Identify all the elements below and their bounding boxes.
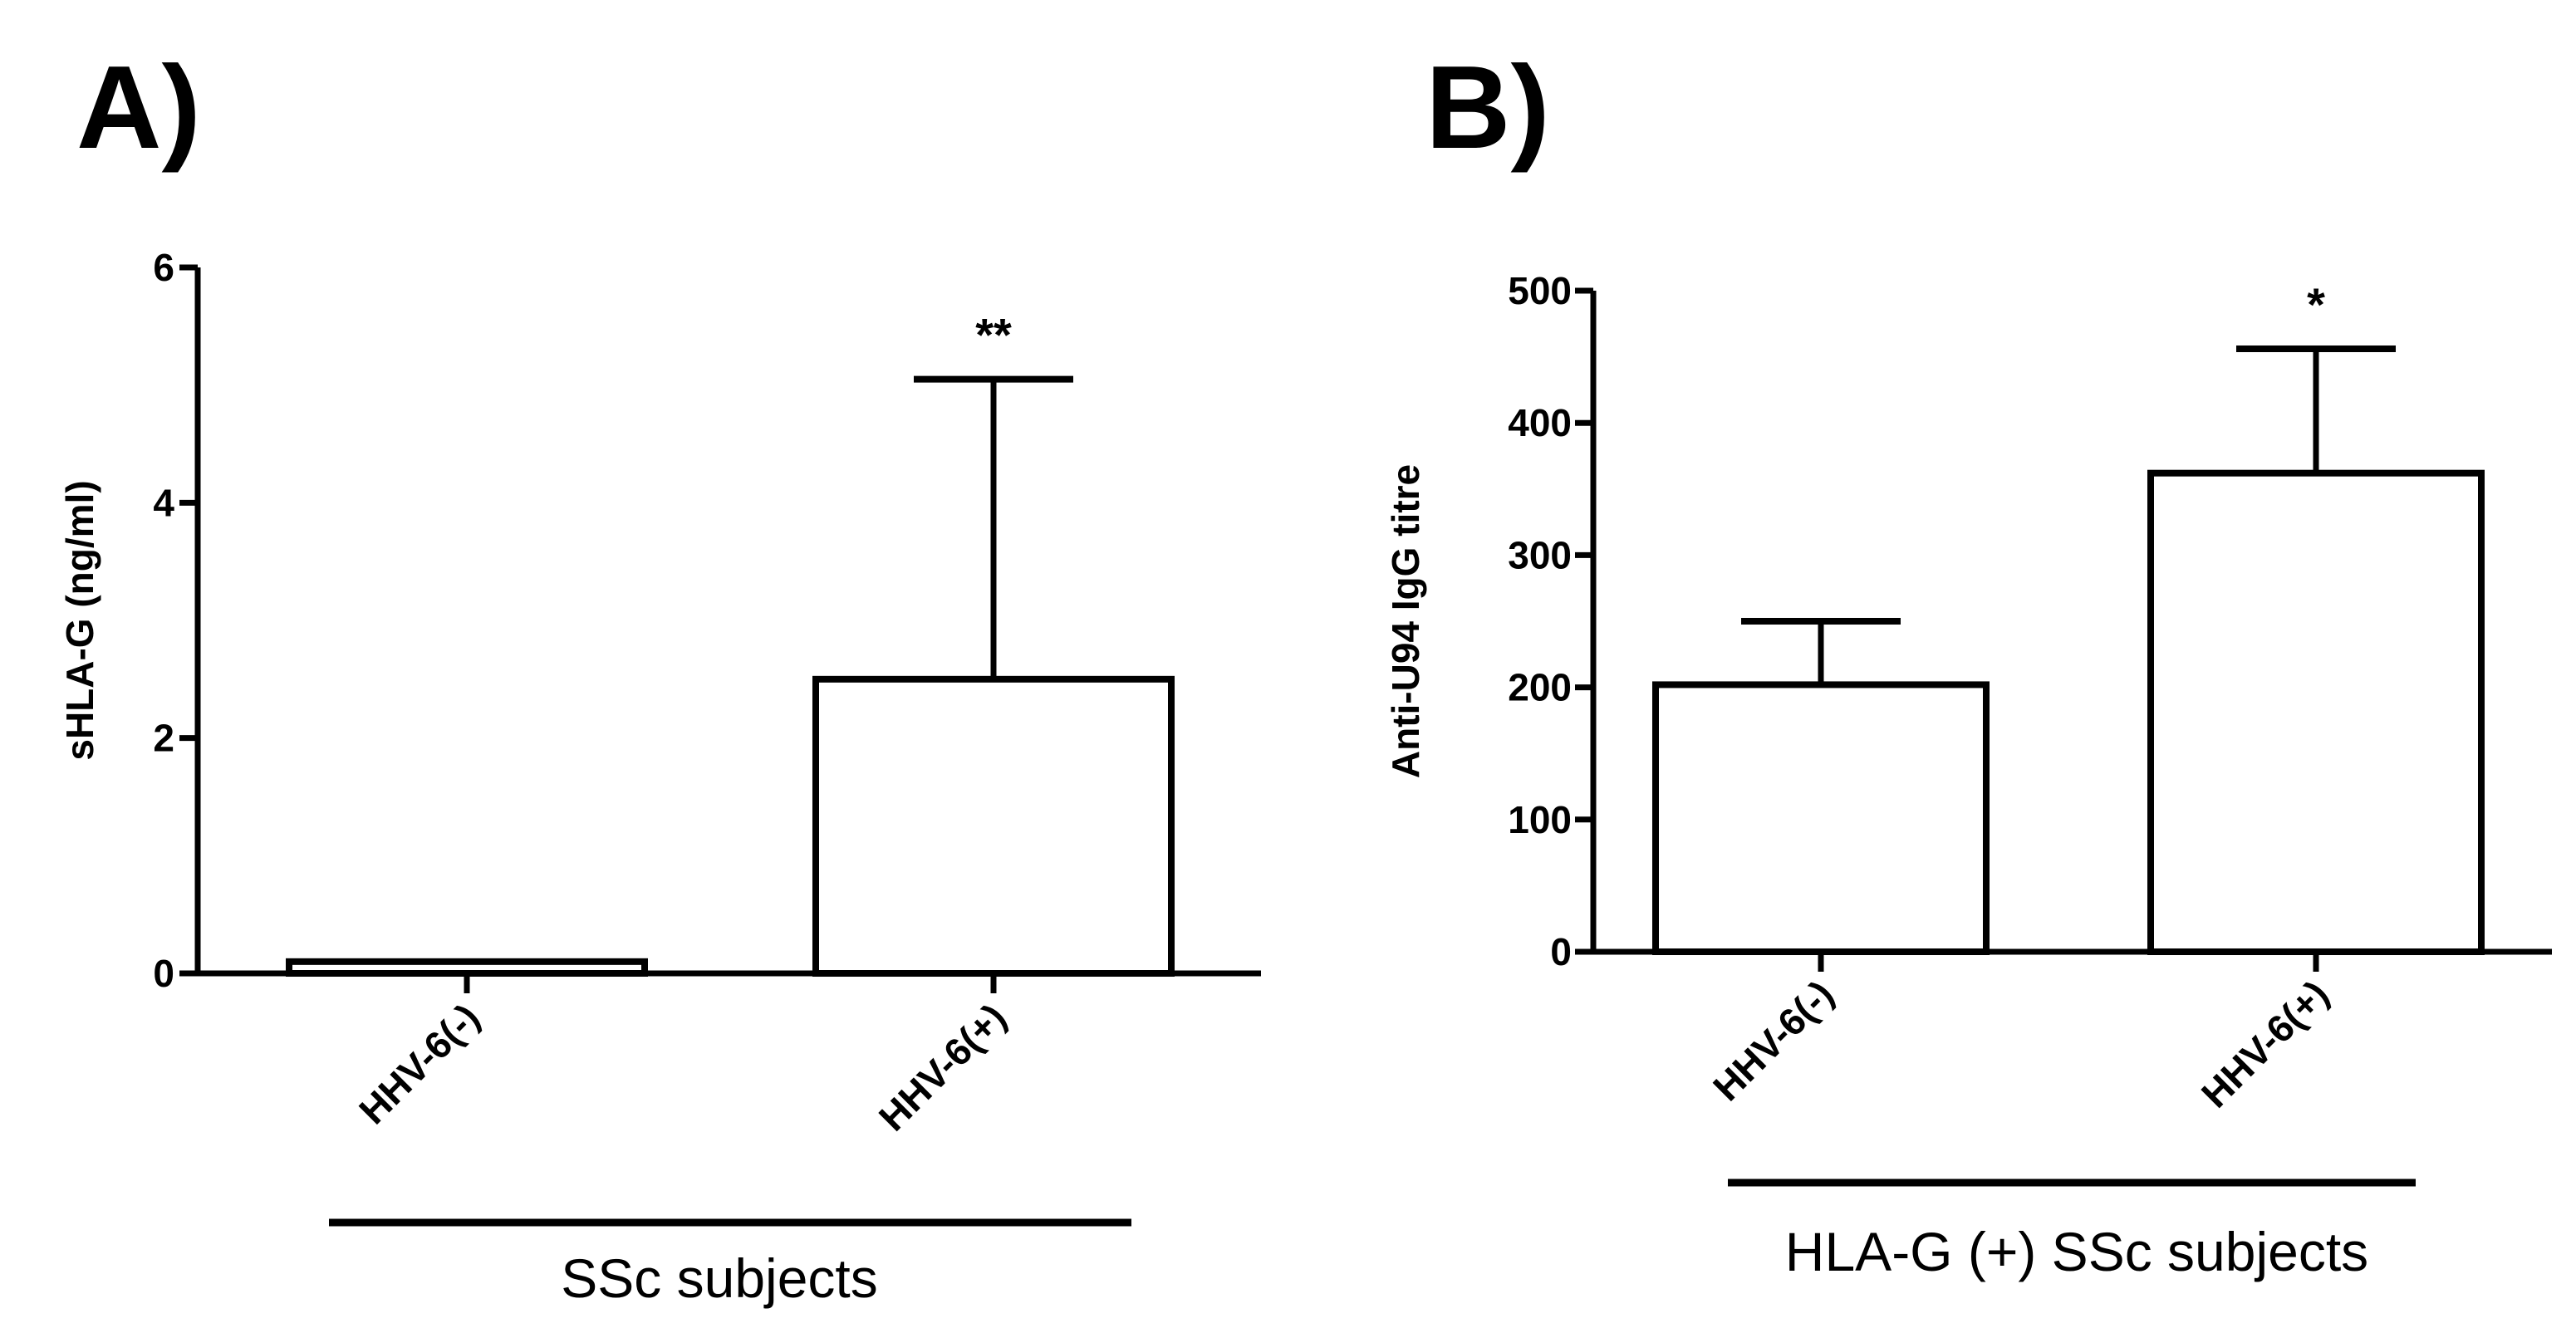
y-tick-label: 200 bbox=[1508, 666, 1572, 709]
significance-marker: * bbox=[2307, 278, 2325, 331]
y-tick-label: 4 bbox=[153, 481, 174, 524]
y-tick-label: 6 bbox=[153, 246, 174, 289]
significance-marker: ** bbox=[975, 309, 1012, 361]
x-tick-label: HHV-6(-) bbox=[1705, 972, 1842, 1109]
y-tick-label: 0 bbox=[1550, 930, 1572, 973]
group-label: SSc subjects bbox=[561, 1247, 878, 1309]
x-tick-label: HHV-6(+) bbox=[2193, 972, 2337, 1115]
x-tick-label: HHV-6(+) bbox=[871, 995, 1014, 1139]
y-axis-title: sHLA-G (ng/ml) bbox=[58, 480, 101, 760]
y-tick-label: 400 bbox=[1508, 401, 1572, 444]
panel-b: B) 0 100 200 300 400 500 Anti-U94 IgG titre HHV-… bbox=[1384, 42, 2552, 1282]
bar bbox=[286, 958, 648, 978]
panel-a: A) 0 2 4 6 sHLA-G (ng/ml) HHV-6(-) ** HHV-6(+) SS… bbox=[58, 42, 1261, 1309]
bar bbox=[2147, 469, 2485, 955]
group-label: HLA-G (+) SSc subjects bbox=[1785, 1221, 2368, 1282]
panel-label: A) bbox=[76, 42, 201, 174]
y-tick-label: 2 bbox=[153, 717, 174, 760]
y-tick-label: 300 bbox=[1508, 533, 1572, 576]
y-axis-title: Anti-U94 IgG titre bbox=[1384, 464, 1427, 778]
x-tick-label: HHV-6(-) bbox=[351, 995, 488, 1132]
bar bbox=[812, 675, 1175, 977]
y-tick-label: 0 bbox=[153, 952, 174, 995]
y-tick-label: 500 bbox=[1508, 269, 1572, 312]
panel-label: B) bbox=[1425, 42, 1550, 174]
y-tick-label: 100 bbox=[1508, 798, 1572, 841]
bar bbox=[1652, 681, 1990, 956]
